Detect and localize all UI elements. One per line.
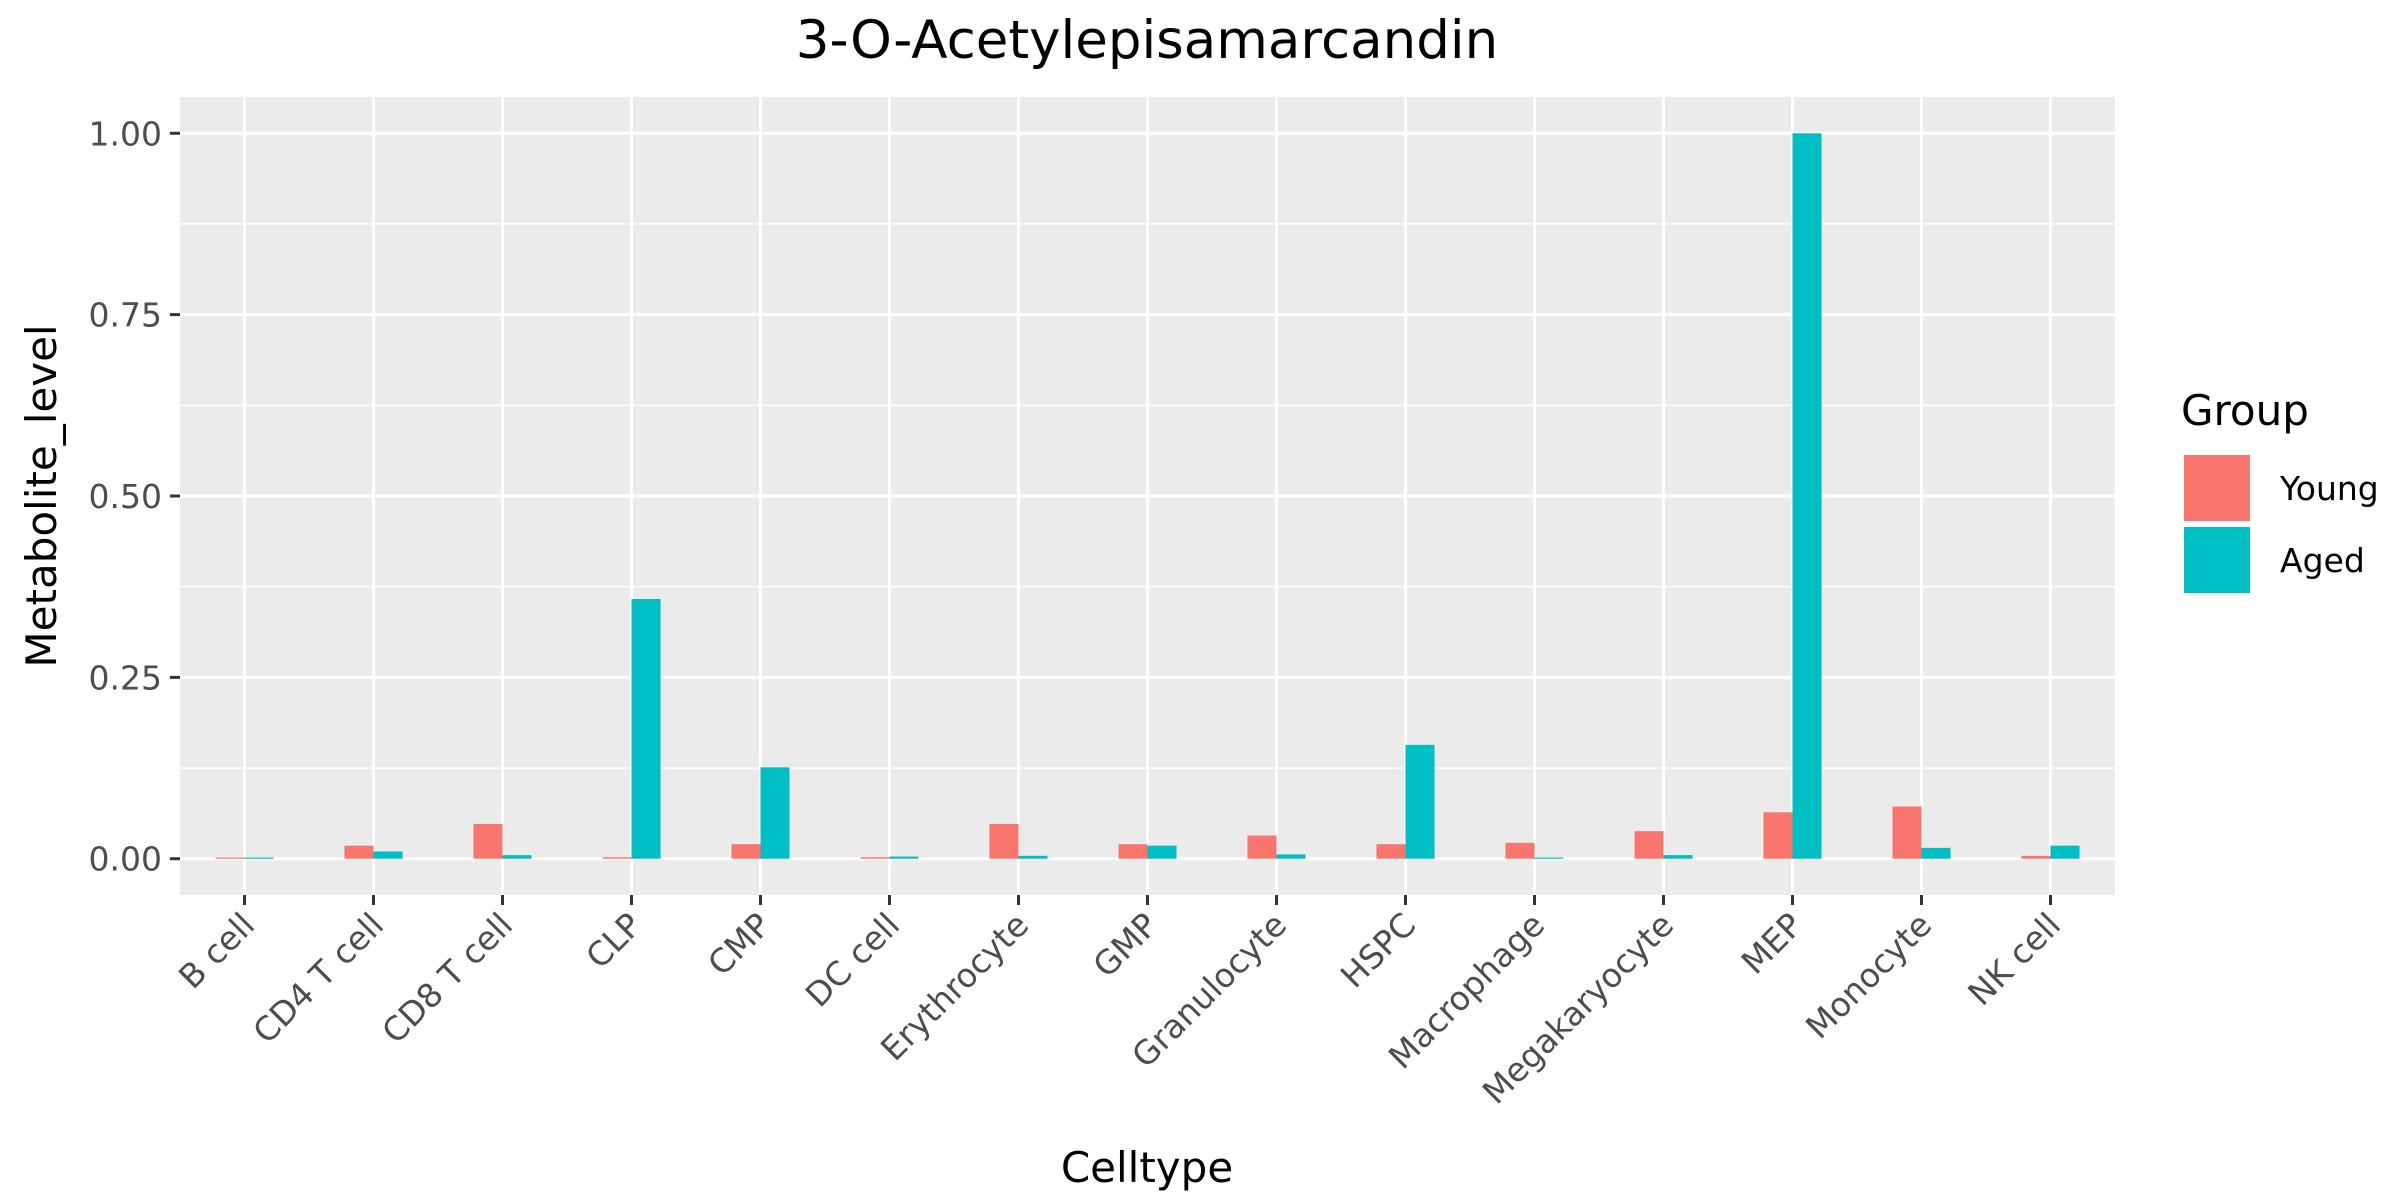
bar-young-mep — [1763, 812, 1793, 859]
bar-aged-mep — [1792, 133, 1822, 859]
legend-items: Young Aged — [2184, 455, 2379, 593]
bar-young-erythrocyte — [989, 823, 1019, 859]
bar-aged-monocyte — [1921, 847, 1951, 859]
legend-label-aged: Aged — [2280, 541, 2365, 580]
bar-aged-megakaryocyte — [1663, 855, 1693, 859]
bar-aged-dc-cell — [889, 856, 919, 859]
bar-aged-nk-cell — [2050, 845, 2080, 859]
bar-aged-clp — [631, 599, 661, 859]
bar-young-nk-cell — [2021, 855, 2051, 859]
bar-young-cmp — [731, 844, 761, 859]
bar-aged-gmp — [1147, 845, 1177, 859]
bar-aged-erythrocyte — [1018, 855, 1048, 859]
bar-young-gmp — [1118, 844, 1148, 859]
legend-label-young: Young — [2279, 469, 2379, 508]
bar-young-dc-cell — [860, 857, 890, 859]
bar-aged-hspc — [1405, 744, 1435, 859]
chart-title: 3-O-Acetylepisamarcandin — [796, 10, 1498, 71]
bars — [215, 133, 2080, 859]
bar-aged-b-cell — [244, 857, 274, 859]
legend-key-aged — [2184, 527, 2250, 593]
y-axis: 0.00 0.25 0.50 0.75 1.00 — [89, 114, 180, 879]
bar-aged-cmp — [760, 767, 790, 859]
bar-young-hspc — [1376, 844, 1406, 859]
bar-young-granulocyte — [1247, 835, 1277, 859]
bar-aged-granulocyte — [1276, 854, 1306, 859]
bar-aged-cd4-t-cell — [373, 851, 403, 859]
bar-aged-macrophage — [1534, 857, 1564, 859]
bar-aged-cd8-t-cell — [502, 855, 532, 859]
legend-key-young — [2184, 455, 2250, 521]
bar-young-cd8-t-cell — [473, 823, 503, 859]
bar-young-clp — [602, 857, 632, 859]
y-tick-label: 1.00 — [89, 114, 162, 153]
y-tick-label: 0.75 — [89, 296, 162, 335]
bar-young-megakaryocyte — [1634, 831, 1664, 859]
y-tick-label: 0.25 — [89, 658, 162, 697]
y-tick-label: 0.00 — [89, 840, 162, 879]
bar-young-cd4-t-cell — [344, 845, 374, 859]
y-tick-label: 0.50 — [89, 477, 162, 516]
bar-young-b-cell — [215, 857, 245, 859]
legend-title: Group — [2181, 386, 2309, 435]
bar-young-monocyte — [1892, 806, 1922, 859]
legend: Group Young Aged — [2181, 386, 2379, 593]
x-axis-title: Celltype — [1061, 1143, 1233, 1192]
y-axis-title: Metabolite_level — [17, 324, 66, 667]
bar-young-macrophage — [1505, 842, 1535, 859]
